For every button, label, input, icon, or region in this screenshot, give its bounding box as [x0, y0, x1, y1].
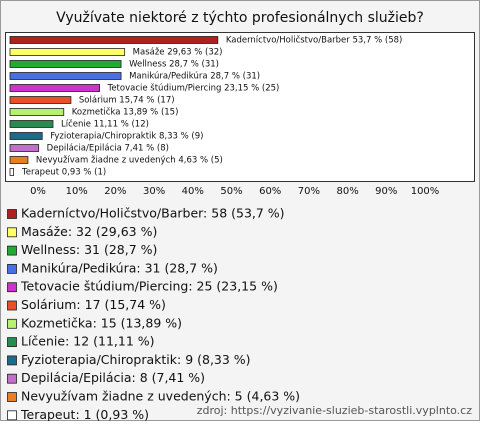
bar-label: Tetovacie štúdium/Piercing 23,15 % (25) — [107, 83, 280, 94]
bar — [9, 48, 126, 56]
bar — [9, 36, 219, 44]
legend-swatch — [7, 373, 17, 384]
legend-swatch — [7, 245, 17, 256]
x-tick-label: 60% — [259, 186, 281, 197]
legend-swatch — [7, 282, 17, 293]
bar — [9, 60, 122, 68]
x-tick-label: 70% — [298, 186, 320, 197]
bar — [9, 96, 72, 104]
legend-label: Nevyužívam žiadne z uvedených: 5 (4,63 %… — [21, 389, 300, 404]
x-tick-label: 100% — [411, 186, 440, 197]
bar-label: Terapeut 0,93 % (1) — [21, 168, 106, 178]
legend-swatch — [7, 209, 17, 219]
bar-label: Solárium 15,74 % (17) — [79, 96, 175, 106]
legend-label: Terapeut: 1 (0,93 %) — [20, 407, 149, 421]
legend-label: Depilácia/Epilácia: 8 (7,41 %) — [21, 370, 205, 385]
bar-label: Nevyužívam žiadne z uvedených 4,63 % (5) — [36, 156, 223, 166]
bar-label: Líčenie 11,11 % (12) — [61, 119, 149, 130]
bar-label: Masáže 29,63 % (32) — [133, 48, 223, 58]
bar — [9, 84, 100, 92]
bar — [9, 108, 65, 116]
bar-label: Wellness 28,7 % (31) — [129, 60, 219, 70]
legend-label: Tetovacie štúdium/Piercing: 25 (23,15 %) — [20, 279, 278, 294]
bar — [9, 156, 29, 164]
legend-swatch — [7, 263, 17, 274]
x-tick-label: 30% — [143, 186, 165, 197]
legend-swatch — [7, 355, 17, 366]
bar — [9, 132, 43, 140]
legend-label: Kozmetička: 15 (13,89 %) — [21, 315, 182, 330]
x-tick-label: 40% — [182, 186, 204, 197]
legend-label: Solárium: 17 (15,74 %) — [21, 297, 166, 312]
bar — [9, 72, 122, 80]
x-tick-label: 50% — [220, 186, 242, 197]
legend-swatch — [7, 337, 17, 348]
legend-label: Fyzioterapia/Chiropraktik: 9 (8,33 %) — [21, 352, 251, 367]
legend-label: Masáže: 32 (29,63 %) — [21, 224, 157, 239]
legend-swatch — [7, 392, 17, 402]
legend-label: Manikúra/Pedikúra: 31 (28,7 %) — [21, 260, 218, 275]
bar-label: Kaderníctvo/Holičstvo/Barber 53,7 % (58) — [226, 35, 403, 46]
legend-label: Líčenie: 12 (11,11 %) — [21, 334, 155, 349]
legend-swatch — [7, 227, 17, 238]
x-tick-label: 90% — [375, 186, 397, 197]
bar — [9, 168, 14, 176]
bar — [9, 120, 54, 128]
plot-area — [5, 32, 475, 182]
bar — [9, 144, 40, 152]
x-tick-label: 10% — [66, 186, 88, 197]
legend-swatch — [7, 410, 17, 421]
x-tick-label: 80% — [336, 186, 358, 197]
bar-label: Fyzioterapia/Chiropraktik 8,33 % (9) — [50, 132, 203, 142]
bar-label: Depilácia/Epilácia 7,41 % (8) — [47, 144, 169, 154]
legend-swatch — [7, 318, 17, 329]
x-tick-label: 0% — [30, 186, 46, 197]
source: zdroj: https://vyzivanie-sluzieb-starost… — [197, 404, 473, 417]
chart-title: Využívate niektoré z týchto profesionáln… — [56, 10, 424, 26]
bar-label: Manikúra/Pedikúra 28,7 % (31) — [129, 72, 260, 82]
legend-swatch — [7, 300, 17, 311]
bar-label: Kozmetička 13,89 % (15) — [72, 107, 179, 118]
x-tick-label: 20% — [104, 186, 126, 197]
legend-label: Wellness: 31 (28,7 %) — [21, 242, 157, 257]
legend-label: Kaderníctvo/Holičstvo/Barber: 58 (53,7 %… — [21, 206, 285, 221]
